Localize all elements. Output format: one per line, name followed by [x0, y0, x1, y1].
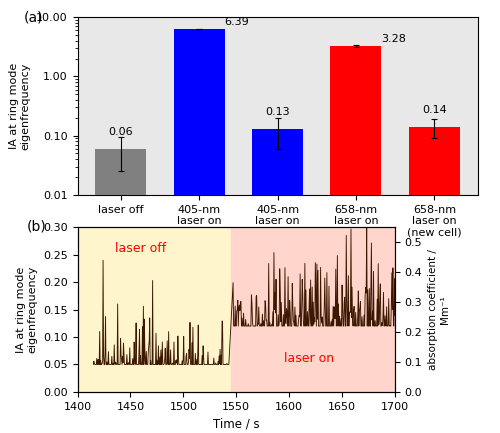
Text: 0.13: 0.13: [265, 107, 290, 117]
Bar: [78, 227, 231, 392]
Text: laser on: laser on: [284, 352, 334, 365]
Text: (a): (a): [24, 10, 43, 24]
Text: 0.14: 0.14: [422, 105, 446, 115]
Text: (b): (b): [26, 219, 46, 233]
Bar: [409, 127, 460, 433]
Text: 3.28: 3.28: [381, 35, 406, 45]
X-axis label: Time / s: Time / s: [213, 417, 260, 430]
Bar: [252, 129, 303, 433]
Y-axis label: absorption coefficient /
Mm⁻¹: absorption coefficient / Mm⁻¹: [428, 249, 450, 370]
Bar: [231, 227, 395, 392]
Bar: [330, 46, 382, 433]
Text: 0.06: 0.06: [108, 127, 133, 137]
Y-axis label: IA at ring mode
eigenfrequency: IA at ring mode eigenfrequency: [16, 266, 38, 353]
Text: laser off: laser off: [114, 242, 166, 255]
Bar: [174, 29, 224, 433]
Bar: [95, 149, 146, 433]
Text: 6.39: 6.39: [224, 17, 249, 27]
Y-axis label: IA at ring mode
eigenfrequency: IA at ring mode eigenfrequency: [9, 62, 30, 150]
